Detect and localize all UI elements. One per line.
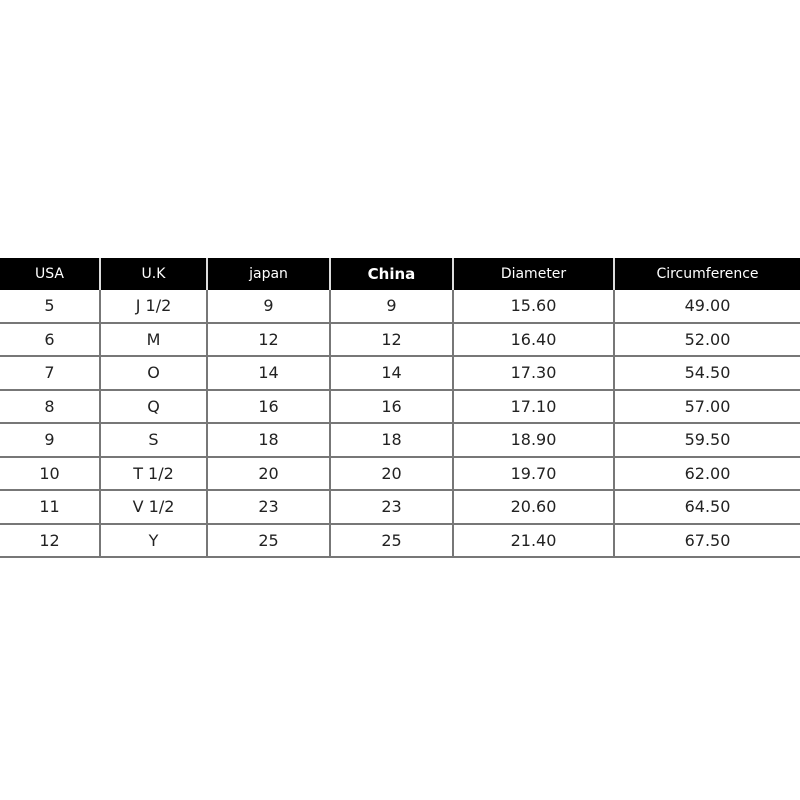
cell-uk: O xyxy=(99,356,208,391)
cell-usa: 5 xyxy=(0,290,101,324)
cell-uk: T 1/2 xyxy=(99,456,208,491)
cell-diameter: 21.40 xyxy=(452,523,615,558)
header-diameter: Diameter xyxy=(452,258,614,290)
cell-uk: J 1/2 xyxy=(99,290,208,324)
cell-china: 20 xyxy=(329,456,454,491)
cell-diameter: 17.30 xyxy=(452,356,615,391)
cell-usa: 6 xyxy=(0,322,101,357)
cell-japan: 16 xyxy=(206,389,331,424)
cell-usa: 12 xyxy=(0,523,101,558)
cell-china: 23 xyxy=(329,490,454,525)
cell-japan: 20 xyxy=(206,456,331,491)
cell-usa: 11 xyxy=(0,490,101,525)
header-uk: U.K xyxy=(99,258,207,290)
cell-japan: 18 xyxy=(206,423,331,458)
cell-diameter: 16.40 xyxy=(452,322,615,357)
cell-china: 25 xyxy=(329,523,454,558)
cell-diameter: 19.70 xyxy=(452,456,615,491)
cell-china: 9 xyxy=(329,290,454,324)
cell-uk: V 1/2 xyxy=(99,490,208,525)
table-row: 8 Q 16 16 17.10 57.00 xyxy=(0,389,800,424)
cell-diameter: 20.60 xyxy=(452,490,615,525)
table-row: 10 T 1/2 20 20 19.70 62.00 xyxy=(0,456,800,491)
cell-usa: 8 xyxy=(0,389,101,424)
cell-uk: S xyxy=(99,423,208,458)
cell-japan: 23 xyxy=(206,490,331,525)
cell-uk: Y xyxy=(99,523,208,558)
cell-circumference: 67.50 xyxy=(613,523,800,558)
cell-circumference: 49.00 xyxy=(613,290,800,324)
header-china: China xyxy=(329,258,453,290)
table-row: 12 Y 25 25 21.40 67.50 xyxy=(0,523,800,558)
header-circumference: Circumference xyxy=(613,258,800,290)
cell-japan: 9 xyxy=(206,290,331,324)
table-row: 7 O 14 14 17.30 54.50 xyxy=(0,356,800,391)
cell-china: 14 xyxy=(329,356,454,391)
cell-uk: Q xyxy=(99,389,208,424)
cell-usa: 10 xyxy=(0,456,101,491)
cell-japan: 14 xyxy=(206,356,331,391)
cell-diameter: 18.90 xyxy=(452,423,615,458)
cell-circumference: 54.50 xyxy=(613,356,800,391)
cell-circumference: 59.50 xyxy=(613,423,800,458)
cell-circumference: 52.00 xyxy=(613,322,800,357)
header-usa: USA xyxy=(0,258,100,290)
table-row: 11 V 1/2 23 23 20.60 64.50 xyxy=(0,490,800,525)
cell-japan: 12 xyxy=(206,322,331,357)
cell-uk: M xyxy=(99,322,208,357)
cell-diameter: 15.60 xyxy=(452,290,615,324)
cell-circumference: 62.00 xyxy=(613,456,800,491)
cell-circumference: 57.00 xyxy=(613,389,800,424)
table-row: 6 M 12 12 16.40 52.00 xyxy=(0,322,800,357)
header-row: USA U.K japan China Diameter Circumferen… xyxy=(0,258,800,290)
cell-circumference: 64.50 xyxy=(613,490,800,525)
cell-china: 16 xyxy=(329,389,454,424)
cell-china: 18 xyxy=(329,423,454,458)
cell-japan: 25 xyxy=(206,523,331,558)
cell-usa: 7 xyxy=(0,356,101,391)
ring-size-table: USA U.K japan China Diameter Circumferen… xyxy=(0,258,800,558)
cell-china: 12 xyxy=(329,322,454,357)
table-row: 9 S 18 18 18.90 59.50 xyxy=(0,423,800,458)
cell-diameter: 17.10 xyxy=(452,389,615,424)
header-japan: japan xyxy=(206,258,330,290)
cell-usa: 9 xyxy=(0,423,101,458)
